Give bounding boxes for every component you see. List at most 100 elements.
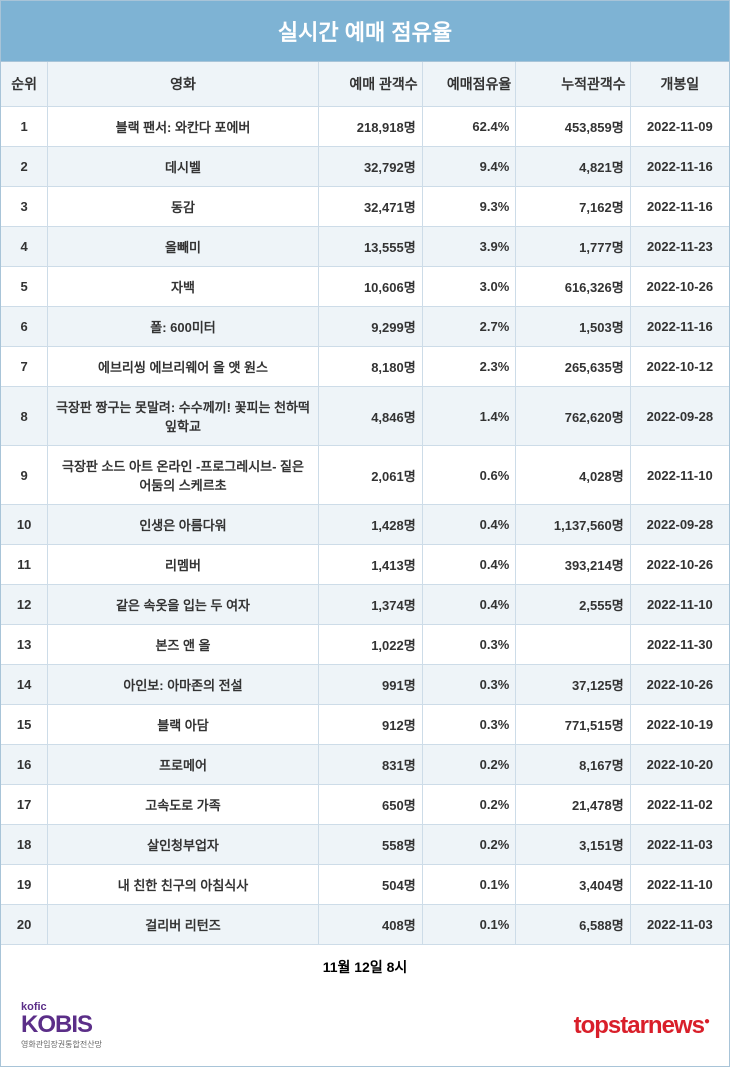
rank-cell: 4: [1, 227, 48, 267]
rank-cell: 16: [1, 745, 48, 785]
table-row: 13 본즈 앤 올 1,022명 0.3% 2022-11-30: [1, 625, 729, 665]
release-cell: 2022-11-02: [630, 785, 729, 825]
booking-cell: 912명: [318, 705, 422, 745]
rank-cell: 12: [1, 585, 48, 625]
movie-cell: 같은 속옷을 입는 두 여자: [48, 585, 318, 625]
booking-cell: 1,374명: [318, 585, 422, 625]
table-row: 4 올빼미 13,555명 3.9% 1,777명 2022-11-23: [1, 227, 729, 267]
kobis-text: KOBIS: [21, 1013, 92, 1037]
booking-cell: 218,918명: [318, 107, 422, 147]
rank-cell: 13: [1, 625, 48, 665]
ranking-container: 실시간 예매 점유율 순위 영화 예매 관객수 예매점유율 누적관객수 개봉일 …: [0, 0, 730, 1067]
rank-cell: 8: [1, 387, 48, 446]
table-row: 6 폴: 600미터 9,299명 2.7% 1,503명 2022-11-16: [1, 307, 729, 347]
booking-cell: 8,180명: [318, 347, 422, 387]
table-row: 3 동감 32,471명 9.3% 7,162명 2022-11-16: [1, 187, 729, 227]
release-cell: 2022-11-03: [630, 905, 729, 945]
col-release-header: 개봉일: [630, 62, 729, 107]
release-cell: 2022-10-26: [630, 545, 729, 585]
movie-cell: 동감: [48, 187, 318, 227]
table-row: 15 블랙 아담 912명 0.3% 771,515명 2022-10-19: [1, 705, 729, 745]
table-row: 8 극장판 짱구는 못말려: 수수께끼! 꽃피는 천하떡잎학교 4,846명 1…: [1, 387, 729, 446]
booking-cell: 9,299명: [318, 307, 422, 347]
rank-cell: 7: [1, 347, 48, 387]
rank-cell: 9: [1, 446, 48, 505]
cumulative-cell: 8,167명: [516, 745, 630, 785]
table-row: 1 블랙 팬서: 와칸다 포에버 218,918명 62.4% 453,859명…: [1, 107, 729, 147]
movie-cell: 고속도로 가족: [48, 785, 318, 825]
movie-cell: 블랙 아담: [48, 705, 318, 745]
table-row: 14 아인보: 아마존의 전설 991명 0.3% 37,125명 2022-1…: [1, 665, 729, 705]
cumulative-cell: 1,777명: [516, 227, 630, 267]
movie-cell: 에브리씽 에브리웨어 올 앳 원스: [48, 347, 318, 387]
cumulative-cell: 265,635명: [516, 347, 630, 387]
rank-cell: 1: [1, 107, 48, 147]
kobis-subtitle: 영화관입장권통합전산망: [21, 1039, 102, 1050]
cumulative-cell: 771,515명: [516, 705, 630, 745]
booking-cell: 32,792명: [318, 147, 422, 187]
movie-cell: 걸리버 리턴즈: [48, 905, 318, 945]
booking-cell: 4,846명: [318, 387, 422, 446]
booking-cell: 32,471명: [318, 187, 422, 227]
rank-cell: 3: [1, 187, 48, 227]
cumulative-cell: 3,151명: [516, 825, 630, 865]
release-cell: 2022-11-16: [630, 147, 729, 187]
cumulative-cell: 4,028명: [516, 446, 630, 505]
movie-cell: 데시벨: [48, 147, 318, 187]
rank-cell: 15: [1, 705, 48, 745]
movie-cell: 아인보: 아마존의 전설: [48, 665, 318, 705]
table-row: 5 자백 10,606명 3.0% 616,326명 2022-10-26: [1, 267, 729, 307]
table-row: 11 리멤버 1,413명 0.4% 393,214명 2022-10-26: [1, 545, 729, 585]
share-cell: 3.0%: [422, 267, 516, 307]
release-cell: 2022-10-26: [630, 267, 729, 307]
share-cell: 62.4%: [422, 107, 516, 147]
share-cell: 0.4%: [422, 545, 516, 585]
share-cell: 2.7%: [422, 307, 516, 347]
share-cell: 9.3%: [422, 187, 516, 227]
timestamp-row: 11월 12일 8시: [1, 945, 729, 990]
release-cell: 2022-11-10: [630, 865, 729, 905]
release-cell: 2022-11-16: [630, 187, 729, 227]
rank-cell: 18: [1, 825, 48, 865]
rank-cell: 6: [1, 307, 48, 347]
movie-cell: 인생은 아름다워: [48, 505, 318, 545]
cumulative-cell: 4,821명: [516, 147, 630, 187]
movie-cell: 폴: 600미터: [48, 307, 318, 347]
table-row: 10 인생은 아름다워 1,428명 0.4% 1,137,560명 2022-…: [1, 505, 729, 545]
booking-cell: 504명: [318, 865, 422, 905]
rank-cell: 19: [1, 865, 48, 905]
col-movie-header: 영화: [48, 62, 318, 107]
booking-cell: 1,428명: [318, 505, 422, 545]
table-row: 17 고속도로 가족 650명 0.2% 21,478명 2022-11-02: [1, 785, 729, 825]
movie-cell: 본즈 앤 올: [48, 625, 318, 665]
cumulative-cell: 453,859명: [516, 107, 630, 147]
booking-cell: 991명: [318, 665, 422, 705]
release-cell: 2022-10-20: [630, 745, 729, 785]
table-row: 18 살인청부업자 558명 0.2% 3,151명 2022-11-03: [1, 825, 729, 865]
col-cumulative-header: 누적관객수: [516, 62, 630, 107]
cumulative-cell: [516, 625, 630, 665]
rank-cell: 2: [1, 147, 48, 187]
movie-cell: 극장판 짱구는 못말려: 수수께끼! 꽃피는 천하떡잎학교: [48, 387, 318, 446]
release-cell: 2022-11-16: [630, 307, 729, 347]
rank-cell: 14: [1, 665, 48, 705]
movie-cell: 올빼미: [48, 227, 318, 267]
release-cell: 2022-11-30: [630, 625, 729, 665]
booking-cell: 831명: [318, 745, 422, 785]
cumulative-cell: 6,588명: [516, 905, 630, 945]
release-cell: 2022-10-19: [630, 705, 729, 745]
ranking-table: 순위 영화 예매 관객수 예매점유율 누적관객수 개봉일 1 블랙 팬서: 와칸…: [1, 62, 729, 989]
kobis-logo: kofic KOBIS 영화관입장권통합전산망: [21, 1001, 102, 1050]
logos-section: kofic KOBIS 영화관입장권통합전산망 topstarnews●: [1, 989, 729, 1066]
movie-cell: 살인청부업자: [48, 825, 318, 865]
share-cell: 9.4%: [422, 147, 516, 187]
booking-cell: 558명: [318, 825, 422, 865]
share-cell: 0.2%: [422, 785, 516, 825]
share-cell: 0.1%: [422, 905, 516, 945]
release-cell: 2022-09-28: [630, 505, 729, 545]
release-cell: 2022-11-03: [630, 825, 729, 865]
release-cell: 2022-10-12: [630, 347, 729, 387]
booking-cell: 408명: [318, 905, 422, 945]
release-cell: 2022-11-09: [630, 107, 729, 147]
topstar-logo: topstarnews●: [574, 1012, 709, 1040]
